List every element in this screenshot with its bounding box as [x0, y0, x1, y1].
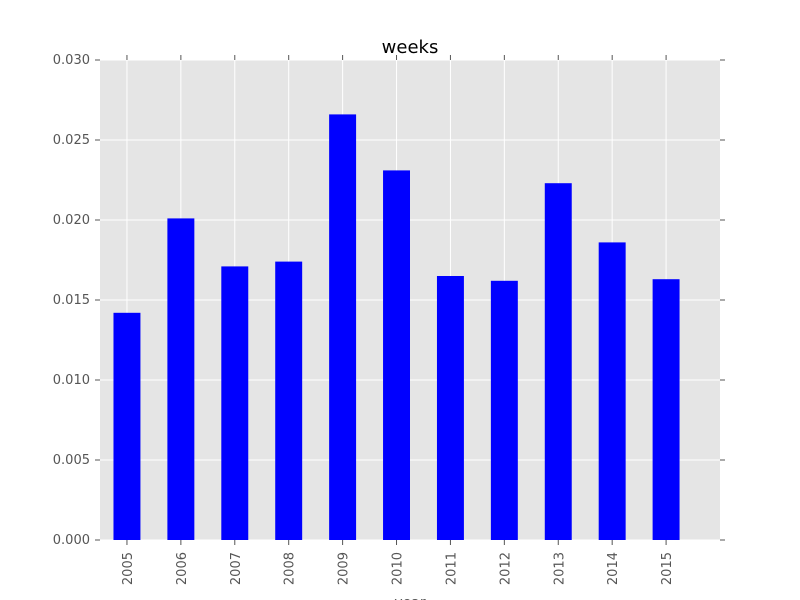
- bar-2015: [652, 279, 680, 540]
- y-tick-label: 0.020: [53, 213, 90, 228]
- x-tick-label: 2014: [606, 552, 621, 585]
- x-axis-label: year: [394, 595, 425, 600]
- x-tick-label: 2007: [229, 552, 244, 585]
- x-tick-label: 2009: [337, 552, 352, 585]
- y-tick-label: 0.010: [53, 373, 90, 388]
- x-tick-label: 2010: [391, 552, 406, 585]
- bar-2012: [490, 280, 518, 540]
- y-tick-label: 0.030: [53, 53, 90, 68]
- bar-2011: [436, 276, 464, 540]
- y-tick-label: 0.015: [53, 293, 90, 308]
- axis-ticks: [95, 55, 725, 545]
- bars: [113, 114, 680, 541]
- y-tick-label: 0.025: [53, 133, 90, 148]
- x-tick-label: 2015: [660, 552, 675, 585]
- bar-2005: [113, 312, 141, 540]
- x-tick-label: 2006: [175, 552, 190, 585]
- x-tick-label: 2013: [552, 552, 567, 585]
- bar-2009: [329, 114, 357, 541]
- x-tick-label: 2011: [444, 552, 459, 585]
- x-tick-label: 2008: [283, 552, 298, 585]
- y-tick-label: 0.005: [53, 453, 90, 468]
- bar-2010: [383, 170, 410, 540]
- bar-2007: [221, 266, 249, 540]
- y-tick-label: 0.000: [53, 533, 90, 548]
- x-tick-label: 2012: [498, 552, 513, 585]
- bar-2014: [598, 242, 626, 540]
- bar-2006: [167, 218, 195, 540]
- chart-title: weeks: [382, 37, 439, 58]
- y-tick-labels: 0.000 0.005 0.010 0.015 0.020 0.025 0.030: [53, 53, 90, 548]
- bar-2013: [544, 183, 572, 540]
- x-tick-label: 2005: [121, 552, 136, 585]
- x-tick-labels: 2005 2006 2007 2008 2009 2010 2011 2012 2013 2014…: [121, 552, 675, 585]
- bar-2008: [275, 261, 303, 540]
